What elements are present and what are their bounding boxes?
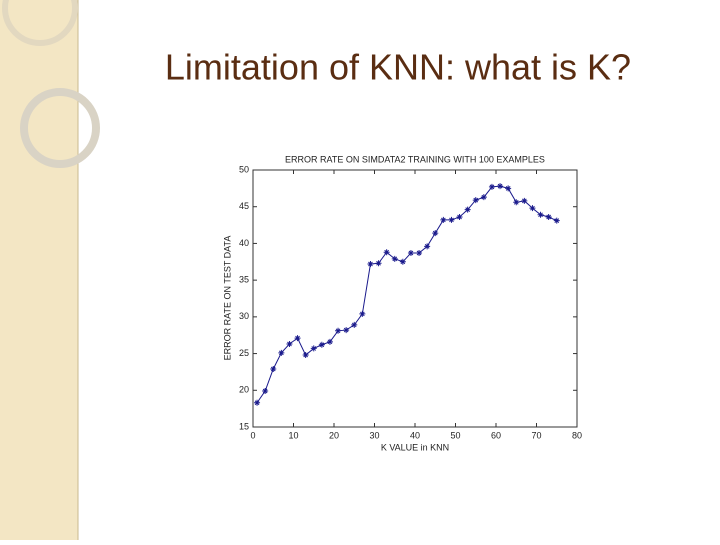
point-marker <box>318 341 325 348</box>
point-marker <box>335 327 342 334</box>
chart-title: ERROR RATE ON SIMDATA2 TRAINING WITH 100… <box>285 154 545 164</box>
x-axis-label: K VALUE in KNN <box>381 442 449 452</box>
x-tick-label: 80 <box>572 430 582 440</box>
point-marker <box>480 194 487 201</box>
point-marker <box>505 185 512 192</box>
point-marker <box>262 388 269 395</box>
point-marker <box>254 399 261 406</box>
x-tick-label: 60 <box>491 430 501 440</box>
point-marker <box>302 352 309 359</box>
point-marker <box>383 249 390 256</box>
point-marker <box>529 205 536 212</box>
y-axis-label: ERROR RATE ON TEST DATA <box>222 236 232 361</box>
x-tick-label: 70 <box>531 430 541 440</box>
x-tick-label: 40 <box>410 430 420 440</box>
x-tick-label: 0 <box>250 430 255 440</box>
point-marker <box>488 183 495 190</box>
point-marker <box>448 216 455 223</box>
point-marker <box>472 197 479 204</box>
point-marker <box>416 249 423 256</box>
point-marker <box>537 211 544 218</box>
point-marker <box>375 260 382 267</box>
point-marker <box>294 335 301 342</box>
y-tick-label: 35 <box>239 275 249 285</box>
point-marker <box>367 260 374 267</box>
x-tick-label: 20 <box>329 430 339 440</box>
decor-circle <box>2 0 78 46</box>
point-marker <box>521 197 528 204</box>
side-stripe <box>0 0 78 540</box>
y-tick-label: 20 <box>239 385 249 395</box>
y-tick-label: 30 <box>239 311 249 321</box>
point-marker <box>432 230 439 237</box>
point-marker <box>343 327 350 334</box>
y-tick-label: 50 <box>239 164 249 174</box>
x-tick-label: 50 <box>450 430 460 440</box>
point-marker <box>359 310 366 317</box>
plot-frame <box>252 169 578 428</box>
point-marker <box>351 321 358 328</box>
slide-title: Limitation of KNN: what is K? <box>165 47 631 88</box>
y-tick-label: 25 <box>239 348 249 358</box>
point-marker <box>464 206 471 213</box>
point-marker <box>391 255 398 262</box>
point-marker <box>278 349 285 356</box>
y-tick-label: 15 <box>239 421 249 431</box>
point-marker <box>407 249 414 256</box>
point-marker <box>286 341 293 348</box>
point-marker <box>553 217 560 224</box>
point-marker <box>424 243 431 250</box>
point-marker <box>399 258 406 265</box>
decor-circle <box>20 88 100 168</box>
point-marker <box>270 365 277 372</box>
y-tick-label: 45 <box>239 201 249 211</box>
point-marker <box>310 345 317 352</box>
y-tick-label: 40 <box>239 238 249 248</box>
point-marker <box>326 338 333 345</box>
x-tick-label: 10 <box>288 430 298 440</box>
point-marker <box>440 216 447 223</box>
point-marker <box>497 183 504 190</box>
x-tick-label: 30 <box>369 430 379 440</box>
point-marker <box>545 213 552 220</box>
point-marker <box>513 199 520 206</box>
point-marker <box>456 213 463 220</box>
